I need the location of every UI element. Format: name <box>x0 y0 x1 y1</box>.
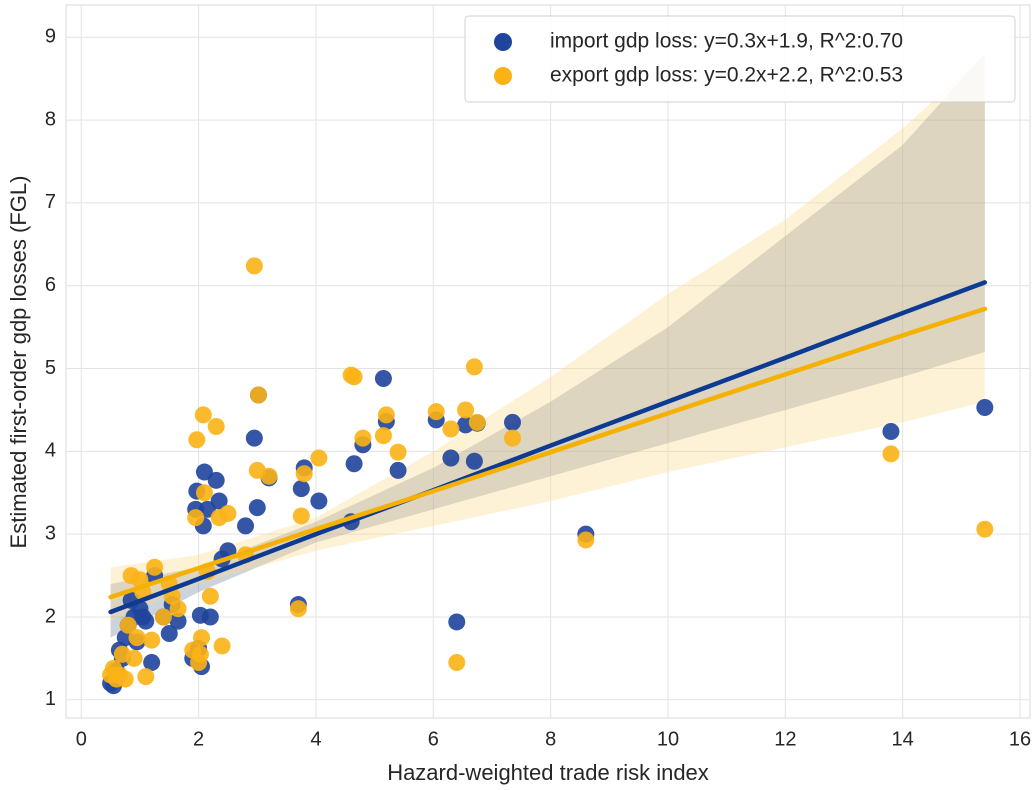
scatter-point <box>345 368 363 386</box>
scatter-point <box>187 509 205 527</box>
legend-box <box>464 15 1016 103</box>
scatter-point <box>465 358 483 376</box>
x-tick-label: 10 <box>657 728 679 750</box>
scatter-point <box>154 608 172 626</box>
legend-label: import gdp loss: y=0.3x+1.9, R^2:0.70 <box>550 30 903 53</box>
scatter-point <box>354 429 372 447</box>
x-tick-label: 4 <box>310 728 321 750</box>
scatter-point <box>194 406 212 424</box>
y-tick-label: 2 <box>45 605 56 627</box>
scatter-point <box>457 401 475 419</box>
scatter-point <box>310 449 328 467</box>
x-tick-label: 0 <box>76 728 87 750</box>
scatter-point <box>245 429 263 447</box>
scatter-point <box>374 427 392 445</box>
scatter-point <box>310 492 328 510</box>
y-tick-label: 4 <box>45 440 56 462</box>
y-tick-label: 8 <box>45 108 56 130</box>
scatter-point <box>976 398 994 416</box>
scatter-point <box>169 612 187 630</box>
scatter-point <box>128 629 146 647</box>
scatter-point <box>976 520 994 538</box>
plot-area <box>65 4 1031 719</box>
scatter-point <box>292 507 310 525</box>
y-tick-label: 7 <box>45 191 56 213</box>
scatter-point <box>188 431 206 449</box>
scatter-point <box>137 612 155 630</box>
scatter-point <box>198 500 216 518</box>
scatter-point <box>169 600 187 618</box>
scatter-point <box>292 480 310 498</box>
y-tick-label: 9 <box>45 26 56 48</box>
scatter-point <box>237 517 255 535</box>
scatter-point <box>207 418 225 436</box>
scatter-point <box>442 449 460 467</box>
regression-line <box>108 306 988 600</box>
scatter-point <box>882 422 900 440</box>
scatter-point <box>191 645 209 663</box>
scatter-point <box>146 558 164 576</box>
x-tick-label: 6 <box>428 728 439 750</box>
legend: import gdp loss: y=0.3x+1.9, R^2:0.70 exp… <box>464 15 1016 103</box>
scatter-point <box>210 492 228 510</box>
scatter-point <box>245 257 263 275</box>
scatter-point <box>504 413 522 431</box>
scatter-point <box>345 455 363 473</box>
x-tick-label: 12 <box>774 728 796 750</box>
scatter-point <box>295 465 313 483</box>
scatter-point <box>116 670 134 688</box>
scatter-point <box>577 531 595 549</box>
scatter-point <box>260 467 278 485</box>
confidence-band <box>110 53 985 622</box>
scatter-point <box>201 608 219 626</box>
y-tick-label: 1 <box>45 688 56 710</box>
scatter-point <box>137 668 155 686</box>
x-tick-label: 8 <box>545 728 556 750</box>
regression-line <box>108 280 988 615</box>
scatter-point <box>374 369 392 387</box>
scatter-point <box>448 613 466 631</box>
scatter-point <box>468 413 486 431</box>
scatter-point <box>249 386 267 404</box>
scatter-point <box>143 631 161 649</box>
scatter-point <box>448 654 466 672</box>
scatter-point <box>193 629 211 647</box>
scatter-point <box>389 443 407 461</box>
scatter-point <box>119 616 137 634</box>
scatter-point <box>389 461 407 479</box>
x-tick-label: 2 <box>193 728 204 750</box>
x-axis-label: Hazard-weighted trade risk index <box>387 760 709 785</box>
x-tick-label: 14 <box>892 728 914 750</box>
y-tick-label: 6 <box>45 274 56 296</box>
scatter-point <box>201 587 219 605</box>
scatter-point <box>207 471 225 489</box>
scatter-point <box>125 649 143 667</box>
scatter-point <box>213 637 231 655</box>
scatter-point <box>248 499 266 517</box>
scatter-point <box>219 504 237 522</box>
scatter-point <box>427 403 445 421</box>
y-axis-label: Estimated first-order gdp losses (FGL) <box>6 176 31 549</box>
scatter-point <box>377 406 395 424</box>
scatter-point <box>465 452 483 470</box>
scatter-point <box>143 654 161 672</box>
legend-marker <box>494 67 512 85</box>
scatter-point <box>160 625 178 643</box>
scatter-point <box>882 445 900 463</box>
x-tick-label: 16 <box>1009 728 1031 750</box>
scatter-point <box>442 420 460 438</box>
scatter-point <box>504 429 522 447</box>
scatter-point <box>195 484 213 502</box>
legend-label: export gdp loss: y=0.2x+2.2, R^2:0.53 <box>550 64 903 87</box>
y-tick-label: 5 <box>45 357 56 379</box>
legend-marker <box>494 33 512 51</box>
scatter-point <box>289 600 307 618</box>
scatter-point <box>195 463 213 481</box>
y-tick-label: 3 <box>45 522 56 544</box>
